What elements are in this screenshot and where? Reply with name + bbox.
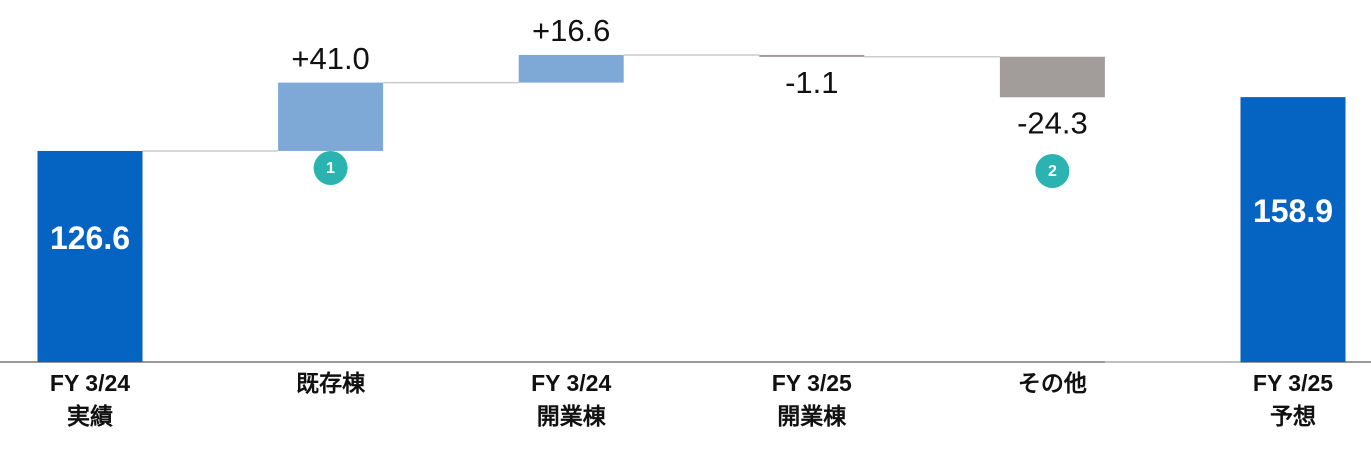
annotation-label: 2 [1048,163,1057,180]
x-tick-label: 実績 [67,403,113,429]
value-label: -1.1 [785,65,838,100]
annotation-marker [1035,154,1070,188]
value-label: -24.3 [1017,105,1088,140]
increase-bar [518,54,624,83]
x-tick-label: 開業棟 [777,403,847,429]
x-tick-label: 予想 [1270,403,1316,429]
total-bar [37,150,143,362]
x-tick-label: FY 3/24 [50,370,130,396]
total-bar [1240,97,1346,362]
decrease-bar [759,54,865,57]
annotation-marker [313,151,348,185]
annotation-label: 1 [326,160,335,177]
increase-bar [278,82,384,151]
value-label: +41.0 [291,41,369,76]
value-label: 158.9 [1253,193,1333,229]
value-label: +16.6 [532,13,610,48]
x-tick-label: FY 3/24 [531,370,611,396]
x-tick-label: 開業棟 [537,403,607,429]
x-tick-label: FY 3/25 [772,370,852,396]
x-tick-label: その他 [1018,370,1087,396]
value-label: 126.6 [50,220,130,256]
decrease-bar [999,56,1105,98]
x-tick-label: 既存棟 [296,370,366,396]
x-tick-label: FY 3/25 [1253,370,1333,396]
